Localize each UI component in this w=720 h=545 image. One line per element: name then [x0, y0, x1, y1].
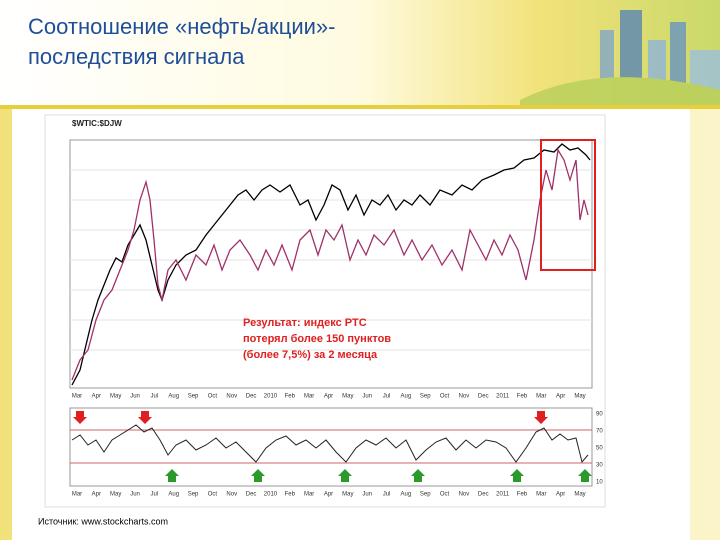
x-label: May — [574, 492, 585, 498]
x-label: Jun — [130, 492, 140, 498]
x-label: Aug — [168, 394, 179, 400]
x-label: Apr — [556, 492, 565, 498]
x-label: 2010 — [264, 492, 278, 498]
x-label: Nov — [459, 394, 470, 400]
city-art — [520, 10, 720, 108]
oscillator-line — [71, 424, 589, 464]
lower-label: 30 — [596, 463, 603, 469]
grid — [70, 169, 592, 464]
x-label: 2011 — [496, 394, 510, 400]
x-label: Sep — [420, 394, 431, 400]
right-bar — [690, 109, 720, 540]
x-label: Nov — [459, 492, 470, 498]
x-label: Jun — [130, 394, 140, 400]
x-label: May — [574, 394, 585, 400]
header-rule — [0, 105, 720, 109]
x-label: Apr — [324, 492, 333, 498]
x-label: Dec — [246, 492, 257, 498]
x-label: Aug — [401, 492, 412, 498]
x-label: 2010 — [264, 394, 278, 400]
x-labels: Mar Mar Apr Apr May May Jun Jun Jul Jul Aug Aug Sep S… — [72, 394, 586, 498]
x-label: May — [342, 394, 353, 400]
x-label: Mar — [72, 394, 82, 400]
price-line — [71, 143, 591, 386]
x-label: Oct — [208, 492, 218, 498]
lower-label: 50 — [596, 446, 603, 452]
x-label: May — [110, 492, 121, 498]
x-label: Mar — [304, 492, 314, 498]
x-label: Dec — [478, 394, 489, 400]
x-label: Mar — [72, 492, 82, 498]
x-label: Jul — [383, 492, 391, 498]
x-label: Mar — [536, 394, 546, 400]
x-label: May — [342, 492, 353, 498]
highlight-box — [540, 139, 596, 271]
x-label: Apr — [92, 492, 101, 498]
title: Соотношение «нефть/акции»- — [28, 14, 336, 39]
x-label: Apr — [556, 394, 565, 400]
x-label: Jul — [151, 492, 159, 498]
x-label: Jul — [151, 394, 159, 400]
x-label: Feb — [285, 492, 296, 498]
buy-arrows — [165, 469, 592, 482]
annotation-line: (более 7,5%) за 2 месяца — [243, 349, 378, 361]
lower-label: 70 — [596, 429, 603, 435]
x-label: Jun — [362, 394, 372, 400]
lower-label: 90 — [596, 412, 603, 418]
x-label: Sep — [420, 492, 431, 498]
x-label: Sep — [188, 394, 199, 400]
x-label: Jun — [362, 492, 372, 498]
x-label: Feb — [517, 492, 528, 498]
x-label: 2011 — [496, 492, 510, 498]
x-label: Dec — [478, 492, 489, 498]
title: последствия сигнала — [28, 44, 245, 69]
x-label: Sep — [188, 492, 199, 498]
source: Источник: www.stockcharts.com — [38, 516, 168, 526]
x-label: Nov — [226, 394, 237, 400]
annotation-line: потерял более 150 пунктов — [243, 333, 391, 345]
x-label: Mar — [536, 492, 546, 498]
x-label: Feb — [517, 394, 528, 400]
chart-image: $WTIC:$DJW Mar Mar Apr Apr May May Jun Jun Jul Ju… — [44, 114, 606, 508]
plot-area — [69, 139, 593, 389]
x-label: Mar — [304, 394, 314, 400]
x-label: Aug — [168, 492, 179, 498]
x-label: Oct — [208, 394, 218, 400]
chart-caption: $WTIC:$DJW — [72, 119, 122, 128]
left-bar — [0, 109, 12, 540]
ratio-line — [71, 148, 589, 381]
x-label: Apr — [92, 394, 101, 400]
x-label: Dec — [246, 394, 257, 400]
sell-arrows — [73, 411, 548, 424]
lower-label: 10 — [596, 480, 603, 486]
x-label: Aug — [401, 394, 412, 400]
x-label: Oct — [440, 492, 450, 498]
x-label: Nov — [226, 492, 237, 498]
x-label: Feb — [285, 394, 296, 400]
lower-labels: 90 70 50 30 10 — [596, 412, 603, 486]
annotation-line: Результат: индекс РТС — [243, 317, 367, 329]
x-label: Jul — [383, 394, 391, 400]
x-label: May — [110, 394, 121, 400]
x-label: Apr — [324, 394, 333, 400]
annotation: Результат: индекс РТС потерял более 150 п… — [243, 317, 391, 361]
x-label: Oct — [440, 394, 450, 400]
